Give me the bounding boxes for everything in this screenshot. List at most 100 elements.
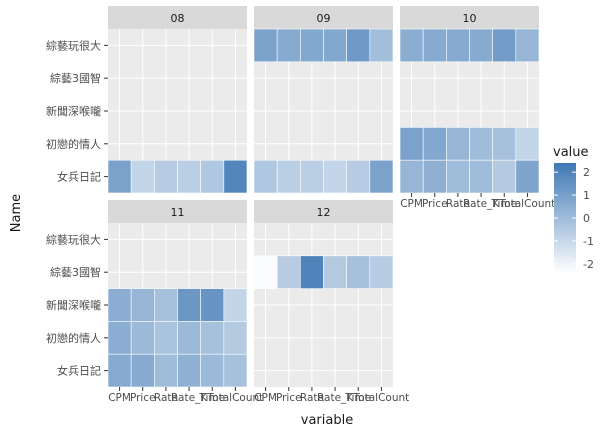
heatmap-tile: 女兵日記 / Time: 0.1 xyxy=(200,353,225,388)
facet-strip xyxy=(108,6,247,29)
heatmap-tile: 綜藝玩很大 / Time: 1.1 xyxy=(492,28,517,63)
facet-panel-08: 08女兵日記 / CPM: 0.9女兵日記 / Price: -0.9女兵日記 … xyxy=(107,6,248,194)
heatmap-tile: 女兵日記 / CPM: -0.4 xyxy=(253,159,278,194)
y-tick-label: 女兵日記 xyxy=(57,170,101,184)
facet-strip-label: 11 xyxy=(171,206,185,219)
heatmap-tile: 女兵日記 / Rate: -0.6 xyxy=(154,159,178,194)
facet-strip-label: 09 xyxy=(317,12,331,25)
heatmap-tile: 女兵日記 / Price: 0.6 xyxy=(130,353,155,388)
facet-strip-label: 12 xyxy=(317,206,331,219)
heatmap-tile: 綜藝玩很大 / Time: 1.2 xyxy=(346,28,371,63)
heatmap-tile: 女兵日記 / Time: -0.4 xyxy=(200,159,225,194)
heatmap-tile: 女兵日記 / TotalCount: 1.9 xyxy=(223,159,248,194)
y-tick-label: 綜藝3國智 xyxy=(50,71,101,85)
y-tick-label: 新聞深喉嚨 xyxy=(46,298,101,312)
x-tick-label: TotalCount xyxy=(499,198,556,210)
x-tick-label: Time xyxy=(490,198,517,210)
heatmap-tile: 女兵日記 / Rate: 0 xyxy=(154,353,178,388)
heatmap-tile: 初戀的情人 / Price: 0.1 xyxy=(130,321,155,355)
heatmap-tile: 綜藝3國智 / Time: -0.2 xyxy=(346,255,371,289)
facet-strip xyxy=(108,200,247,223)
y-tick-label: 新聞深喉嚨 xyxy=(46,104,101,118)
x-tick-label: Rate xyxy=(446,198,470,210)
facet-strip xyxy=(254,200,393,223)
heatmap-tile: 女兵日記 / TotalCount: 0.9 xyxy=(369,159,394,194)
legend-tick-label: -2 xyxy=(583,258,594,271)
heatmap-tile: 新聞深喉嚨 / Rate: -0.2 xyxy=(154,288,178,322)
facet-panel-11: 11新聞深喉嚨 / CPM: 0.5新聞深喉嚨 / Price: 0.2新聞深喉… xyxy=(107,200,248,388)
x-axis-title: variable xyxy=(301,413,353,428)
facet-panel-12: 12綜藝3國智 / CPM: -2.3綜藝3國智 / Price: -0.6綜藝… xyxy=(253,200,394,387)
heatmap-tile: 綜藝3國智 / Rate: 2 xyxy=(300,255,324,289)
facet-strip-label: 08 xyxy=(171,12,185,25)
y-tick-label: 初戀的情人 xyxy=(46,137,101,151)
x-tick-label: Rate_K xyxy=(317,392,354,404)
heatmap-tile: 綜藝玩很大 / Price: 0.6 xyxy=(276,28,301,63)
x-tick-label: CPM xyxy=(108,392,131,404)
heatmap-tile: 女兵日記 / Rate: -0.7 xyxy=(300,159,324,194)
y-tick-label: 綜藝玩很大 xyxy=(46,232,101,246)
y-tick-label: 綜藝玩很大 xyxy=(46,38,101,52)
facet-strip xyxy=(400,6,539,29)
x-tick-label: Price xyxy=(422,198,448,210)
x-tick-label: Price xyxy=(130,392,156,404)
axes: 綜藝玩很大綜藝3國智新聞深喉嚨初戀的情人女兵日記綜藝玩很大綜藝3國智新聞深喉嚨初… xyxy=(46,38,555,404)
heatmap-tile: 綜藝玩很大 / Rate: 0.7 xyxy=(300,28,324,63)
heatmap-tile: 女兵日記 / TotalCount: -0.2 xyxy=(223,353,248,388)
heatmap-tile: 綜藝3國智 / CPM: -2.3 xyxy=(253,255,278,289)
heatmap-tile: 綜藝玩很大 / TotalCount: 0.2 xyxy=(515,28,540,63)
heatmap-tile: 女兵日記 / Price: -0.7 xyxy=(276,159,301,194)
heatmap-tile: 綜藝3國智 / Price: -0.6 xyxy=(276,255,301,289)
y-tick-label: 初戀的情人 xyxy=(46,331,101,345)
facet-strip-label: 10 xyxy=(463,12,477,25)
facet-panels: 08女兵日記 / CPM: 0.9女兵日記 / Price: -0.9女兵日記 … xyxy=(107,6,540,388)
heatmap-tile: 新聞深喉嚨 / Time: 1.4 xyxy=(200,288,225,322)
y-tick-label: 女兵日記 xyxy=(57,364,101,378)
heatmap-tile: 初戀的情人 / Time: -0.2 xyxy=(492,127,517,161)
legend-tick-label: 2 xyxy=(583,166,590,179)
heatmap-tile: 綜藝玩很大 / Rate: 0.6 xyxy=(446,28,470,63)
x-tick-label: Rate_K xyxy=(171,392,208,404)
heatmap-tile: 綜藝玩很大 / Price: 0.6 xyxy=(422,28,447,63)
x-tick-label: Price xyxy=(276,392,302,404)
facet-strip xyxy=(254,6,393,29)
heatmap-tile: 女兵日記 / TotalCount: 0.8 xyxy=(515,159,540,194)
heatmap-tile: 初戀的情人 / TotalCount: -0.9 xyxy=(515,127,540,161)
heatmap-tile: 女兵日記 / Price: -0.9 xyxy=(130,159,155,194)
heatmap-tile: 初戀的情人 / CPM: 0.5 xyxy=(107,321,132,355)
heatmap-tile: 初戀的情人 / CPM: 0.9 xyxy=(399,127,424,161)
x-tick-label: Rate_K xyxy=(463,198,500,210)
heatmap-tile: 女兵日記 / Rate_K: 0 xyxy=(469,159,493,194)
heatmap-tile: 女兵日記 / CPM: 0.2 xyxy=(399,159,424,194)
x-tick-label: TotalCount xyxy=(353,392,410,404)
heatmap-tile: 女兵日記 / Rate: 0 xyxy=(446,159,470,194)
legend-tick-label: 0 xyxy=(583,212,590,225)
y-axis-title: Name xyxy=(9,194,24,232)
heatmap-tile: 綜藝玩很大 / TotalCount: -0.1 xyxy=(369,28,394,63)
heatmap-tile: 女兵日記 / Time: -0.6 xyxy=(346,159,371,194)
x-tick-label: TotalCount xyxy=(207,392,264,404)
heatmap-tile: 新聞深喉嚨 / Rate_K: 1.3 xyxy=(177,288,201,322)
y-tick-label: 綜藝3國智 xyxy=(50,265,101,279)
x-tick-label: CPM xyxy=(400,198,423,210)
heatmap-tile: 綜藝3國智 / TotalCount: -0.6 xyxy=(369,255,394,289)
heatmap-tile: 新聞深喉嚨 / Price: 0.2 xyxy=(130,288,155,322)
facet-panel-10: 10綜藝玩很大 / CPM: 0.5綜藝玩很大 / Price: 0.6綜藝玩很… xyxy=(399,6,540,194)
heatmap-tile: 綜藝3國智 / Rate_K: -0.5 xyxy=(323,255,347,289)
legend: value 2 1 0 -1 -2 xyxy=(553,145,594,273)
heatmap-tile: 初戀的情人 / Rate: 0.2 xyxy=(446,127,470,161)
heatmap-tile: 綜藝玩很大 / CPM: 0.5 xyxy=(399,28,424,63)
legend-colorbar xyxy=(554,163,576,273)
x-tick-label: CPM xyxy=(254,392,277,404)
heatmap-tile: 女兵日記 / Price: 0.4 xyxy=(422,159,447,194)
heatmap-tile: 初戀的情人 / Rate_K: 0 xyxy=(469,127,493,161)
heatmap-tile: 新聞深喉嚨 / TotalCount: -0.9 xyxy=(223,288,248,322)
heatmap-tile: 初戀的情人 / Price: 0.7 xyxy=(422,127,447,161)
heatmap-tile: 女兵日記 / Time: -0.5 xyxy=(492,159,517,194)
heatmap-tile: 初戀的情人 / Time: -0.2 xyxy=(200,321,225,355)
heatmap-tile: 女兵日記 / Rate_K: 0.4 xyxy=(177,353,201,388)
heatmap-tile: 女兵日記 / Rate_K: -0.7 xyxy=(177,159,201,194)
x-tick-label: Time xyxy=(198,392,225,404)
heatmap-tile: 女兵日記 / Rate_K: -0.9 xyxy=(323,159,347,194)
